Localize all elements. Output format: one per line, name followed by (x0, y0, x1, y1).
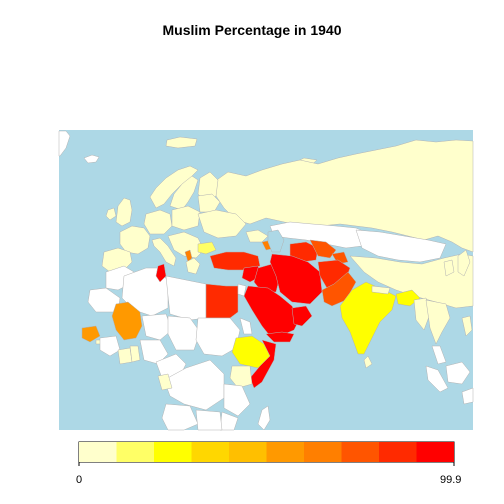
country-italy (151, 237, 177, 267)
country-ireland (105, 207, 117, 221)
country-albania (184, 249, 193, 263)
country-gabon (157, 373, 173, 391)
legend-swatch (416, 442, 454, 462)
legend-swatch (154, 442, 192, 462)
country-nepal (371, 285, 391, 295)
country-rhodesia (195, 409, 223, 431)
legend-color-bar (78, 441, 455, 466)
country-sri-lanka (363, 355, 373, 369)
country-mongolia-china-north (355, 229, 447, 263)
country-oman (291, 305, 313, 327)
country-ukraine (197, 209, 247, 239)
country-iceland (83, 154, 100, 164)
country-russia (213, 139, 474, 253)
country-ivory-coast (117, 347, 133, 365)
country-china (349, 253, 474, 309)
country-greenland (58, 130, 71, 157)
country-gold-coast (129, 345, 141, 363)
country-eritrea (239, 317, 253, 335)
island-madagascar (257, 405, 271, 431)
country-tanganyika (223, 383, 251, 417)
country-greece (185, 257, 201, 275)
country-algeria (121, 267, 169, 317)
country-indochina (425, 299, 451, 345)
legend-swatch (379, 442, 417, 462)
legend-max-label: 99.9 (440, 474, 462, 486)
country-malaya (431, 345, 447, 365)
country-burma (413, 297, 431, 331)
country-korea (443, 259, 455, 277)
legend-swatch (79, 442, 117, 462)
country-finland (197, 171, 219, 203)
country-norway (149, 165, 199, 209)
caspian-sea (267, 229, 285, 253)
sinai (237, 283, 247, 297)
country-uk (115, 197, 133, 227)
country-yemen (265, 331, 295, 343)
country-balkans (167, 231, 205, 259)
country-iberia (101, 247, 133, 273)
country-svalbard (165, 136, 198, 149)
country-poland (171, 205, 201, 231)
country-tunisia (155, 263, 167, 283)
country-libya (165, 275, 207, 321)
country-somalia (249, 339, 277, 389)
island-new-guinea (461, 387, 474, 405)
legend-swatch (191, 442, 229, 462)
legend-swatch (229, 442, 267, 462)
country-turkey (209, 251, 261, 271)
legend-swatch (116, 442, 154, 462)
country-chad (167, 315, 201, 351)
country-germany (143, 209, 173, 235)
legend-swatch (341, 442, 379, 462)
country-egypt (205, 283, 239, 319)
country-japan (457, 249, 471, 277)
legend-swatch (304, 442, 342, 462)
legend-swatch (266, 442, 304, 462)
country-iran (269, 253, 323, 305)
country-bulgaria (197, 241, 217, 255)
legend-min-label: 0 (76, 474, 83, 486)
country-caucasus (245, 229, 269, 243)
country-mauritania-mali (111, 301, 143, 341)
country-france (119, 225, 151, 255)
map-title: Muslim Percentage in 1940 (162, 22, 342, 38)
country-kenya (229, 365, 253, 389)
island-borneo (445, 361, 471, 385)
country-guinea (99, 335, 121, 357)
country-senegal (81, 325, 101, 343)
country-angola (161, 403, 199, 431)
country-philippines (461, 315, 473, 337)
country-sudan (195, 317, 241, 357)
country-india (339, 281, 397, 355)
island-sumatra (425, 365, 449, 393)
country-baltics (197, 193, 221, 213)
country-niger (141, 313, 173, 341)
